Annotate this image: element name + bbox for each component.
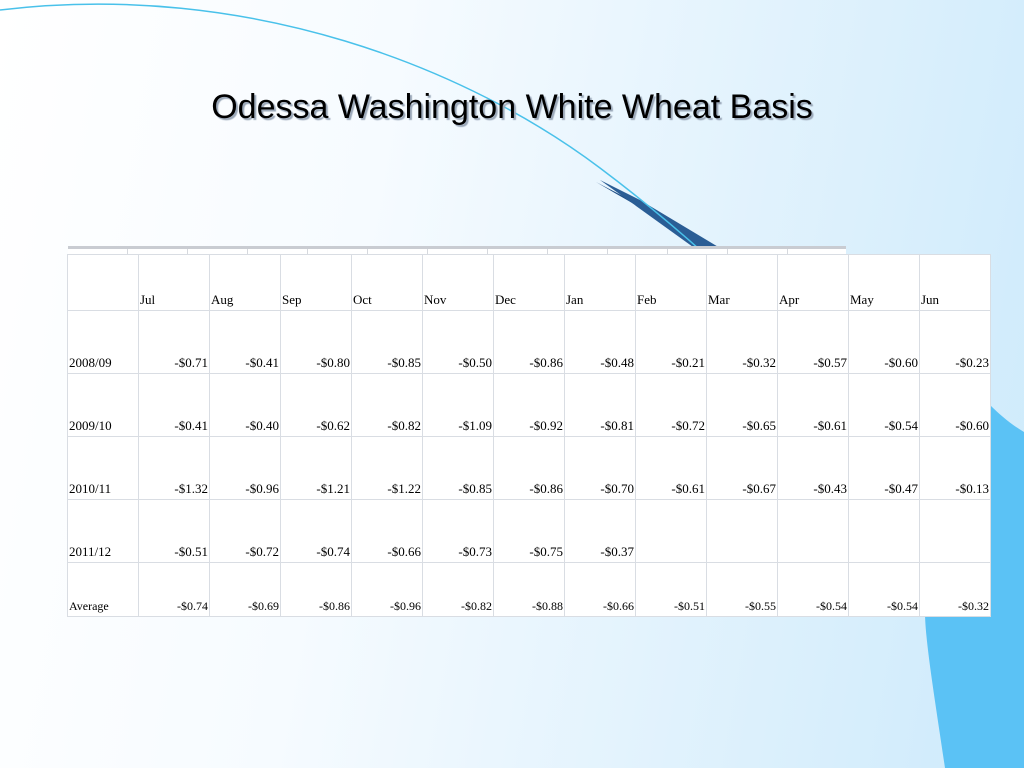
- table-cell: -$0.82: [351, 373, 423, 437]
- average-row: Average -$0.74 -$0.69 -$0.86 -$0.96 -$0.…: [67, 562, 991, 617]
- table-cell: -$0.41: [209, 310, 281, 374]
- table-cell: -$0.73: [422, 499, 494, 563]
- table-cell: -$0.55: [706, 562, 778, 617]
- header-row: Jul Aug Sep Oct Nov Dec Jan Feb Mar Apr …: [67, 254, 991, 311]
- month-header: Aug: [209, 254, 281, 311]
- table-cell: -$0.86: [493, 436, 565, 500]
- table-cell: -$0.85: [422, 436, 494, 500]
- table-cell: -$0.88: [493, 562, 565, 617]
- table-cell: -$0.69: [209, 562, 281, 617]
- table-cell: -$0.86: [280, 562, 352, 617]
- table-cell: -$0.21: [635, 310, 707, 374]
- table-cell: -$0.75: [493, 499, 565, 563]
- table-row: 2009/10 -$0.41 -$0.40 -$0.62 -$0.82 -$1.…: [67, 373, 991, 437]
- table-cell: -$1.21: [280, 436, 352, 500]
- table-cell: -$0.61: [635, 436, 707, 500]
- month-header: Dec: [493, 254, 565, 311]
- table-cell: -$0.67: [706, 436, 778, 500]
- table-cell: -$0.51: [635, 562, 707, 617]
- table-cell: [919, 499, 991, 563]
- table-cell: -$1.09: [422, 373, 494, 437]
- table-cell: -$0.50: [422, 310, 494, 374]
- table-cell: -$0.66: [351, 499, 423, 563]
- table-cell: -$0.96: [209, 436, 281, 500]
- table-row: 2011/12 -$0.51 -$0.72 -$0.74 -$0.66 -$0.…: [67, 499, 991, 563]
- table-cell: -$0.32: [919, 562, 991, 617]
- table-cell: -$0.60: [919, 373, 991, 437]
- table-cell: -$0.23: [919, 310, 991, 374]
- table-cell: -$0.54: [848, 373, 920, 437]
- month-header: Feb: [635, 254, 707, 311]
- table-cell: -$1.22: [351, 436, 423, 500]
- table-cell: -$0.43: [777, 436, 849, 500]
- table-cell: -$0.37: [564, 499, 636, 563]
- table-cell: -$0.70: [564, 436, 636, 500]
- table-cell: -$0.71: [138, 310, 210, 374]
- row-label: 2011/12: [67, 499, 139, 563]
- month-header: Jul: [138, 254, 210, 311]
- table-cell: [777, 499, 849, 563]
- table-cell: -$0.48: [564, 310, 636, 374]
- table-cell: -$0.72: [635, 373, 707, 437]
- table-cell: [635, 499, 707, 563]
- row-label: 2008/09: [67, 310, 139, 374]
- month-header: Oct: [351, 254, 423, 311]
- table-cell: -$0.54: [777, 562, 849, 617]
- table-cell: -$0.81: [564, 373, 636, 437]
- table-cell: -$0.51: [138, 499, 210, 563]
- row-label: 2009/10: [67, 373, 139, 437]
- table-cell: [706, 499, 778, 563]
- table-cell: -$0.61: [777, 373, 849, 437]
- table-cell: -$0.57: [777, 310, 849, 374]
- table-cell: -$0.96: [351, 562, 423, 617]
- table-cell: -$0.85: [351, 310, 423, 374]
- month-header: Jun: [919, 254, 991, 311]
- table-cell: -$0.72: [209, 499, 281, 563]
- table-cell: -$0.47: [848, 436, 920, 500]
- table-cell: [848, 499, 920, 563]
- month-header: Nov: [422, 254, 494, 311]
- row-label: Average: [67, 562, 139, 617]
- month-header: Jan: [564, 254, 636, 311]
- table-cell: -$0.74: [280, 499, 352, 563]
- table-cell: -$0.74: [138, 562, 210, 617]
- table-cell: -$0.66: [564, 562, 636, 617]
- table-cell: -$0.40: [209, 373, 281, 437]
- table-cell: -$0.41: [138, 373, 210, 437]
- month-header: Sep: [280, 254, 352, 311]
- table-cell: -$1.32: [138, 436, 210, 500]
- table-cell: -$0.13: [919, 436, 991, 500]
- table-cell: -$0.65: [706, 373, 778, 437]
- basis-table: Jul Aug Sep Oct Nov Dec Jan Feb Mar Apr …: [67, 254, 991, 617]
- month-header: Apr: [777, 254, 849, 311]
- table-cell: -$0.80: [280, 310, 352, 374]
- light-blue-wedge: [925, 405, 1024, 768]
- table-row: 2008/09 -$0.71 -$0.41 -$0.80 -$0.85 -$0.…: [67, 310, 991, 374]
- row-label: 2010/11: [67, 436, 139, 500]
- table-cell: -$0.86: [493, 310, 565, 374]
- table-cell: -$0.82: [422, 562, 494, 617]
- month-header: Mar: [706, 254, 778, 311]
- slide-title: Odessa Washington White Wheat Basis: [211, 88, 813, 126]
- table-cell: -$0.92: [493, 373, 565, 437]
- month-header: May: [848, 254, 920, 311]
- table-cell: -$0.32: [706, 310, 778, 374]
- table-row: 2010/11 -$1.32 -$0.96 -$1.21 -$1.22 -$0.…: [67, 436, 991, 500]
- corner-cell: [67, 254, 139, 311]
- table-cell: -$0.54: [848, 562, 920, 617]
- table-cell: -$0.62: [280, 373, 352, 437]
- table-cell: -$0.60: [848, 310, 920, 374]
